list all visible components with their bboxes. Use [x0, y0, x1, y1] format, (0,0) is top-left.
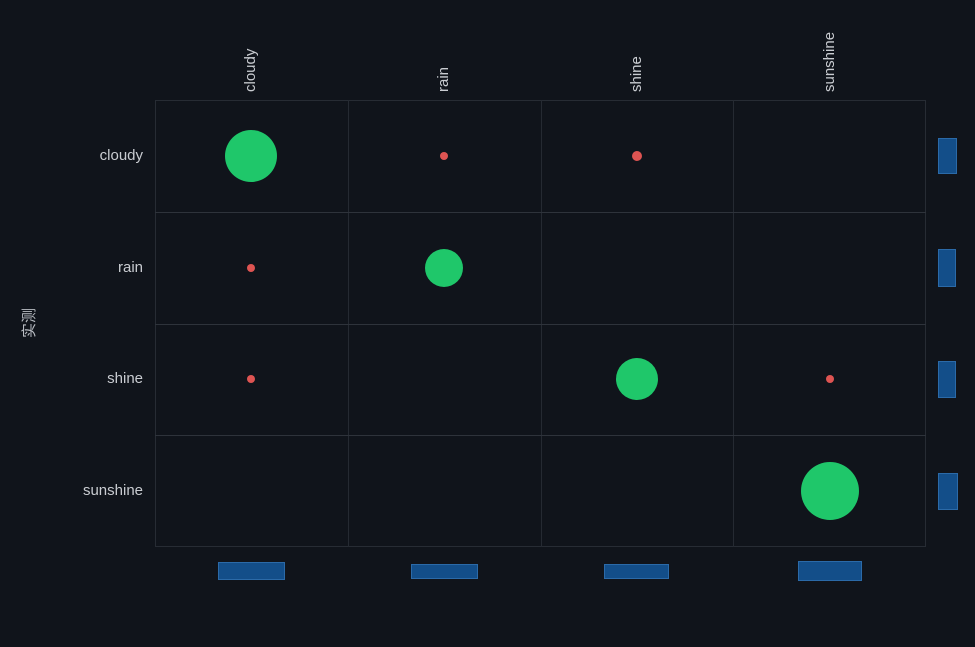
y-tick-label-rain: rain	[117, 258, 143, 276]
y-tick-label-sunshine: sunshine	[82, 482, 143, 500]
bubble-mismatch-cloudy-shine	[247, 375, 256, 384]
bubble-mismatch-shine-cloudy	[631, 150, 642, 161]
bubble-mismatch-sunshine-shine	[825, 375, 834, 384]
horizontal-gridline	[155, 211, 926, 213]
col-total-bar-rain	[410, 563, 478, 579]
bubble-match-rain-rain	[425, 248, 464, 287]
horizontal-gridline	[155, 323, 926, 325]
col-total-bar-shine	[604, 563, 670, 579]
col-total-bar-cloudy	[217, 562, 285, 580]
bubble-match-shine-shine	[615, 358, 658, 401]
x-tick-label-sunshine: sunshine	[820, 31, 838, 92]
row-total-bar-rain	[938, 248, 956, 287]
horizontal-gridline	[155, 435, 926, 437]
bubble-mismatch-rain-cloudy	[440, 151, 449, 160]
bubble-match-sunshine-sunshine	[800, 462, 859, 521]
row-total-bar-sunshine	[938, 472, 958, 510]
y-tick-label-cloudy: cloudy	[99, 146, 143, 164]
y-tick-label-shine: shine	[107, 370, 143, 388]
col-total-bar-sunshine	[797, 561, 862, 581]
y-axis-title: 实测	[21, 308, 38, 339]
bubble-mismatch-cloudy-rain	[247, 263, 256, 272]
row-total-bar-cloudy	[938, 137, 957, 174]
x-tick-label-cloudy: cloudy	[242, 48, 260, 92]
x-tick-label-rain: rain	[435, 66, 453, 92]
row-total-bar-shine	[938, 360, 956, 398]
x-tick-label-shine: shine	[627, 56, 645, 92]
bubble-match-cloudy-cloudy	[225, 129, 278, 182]
